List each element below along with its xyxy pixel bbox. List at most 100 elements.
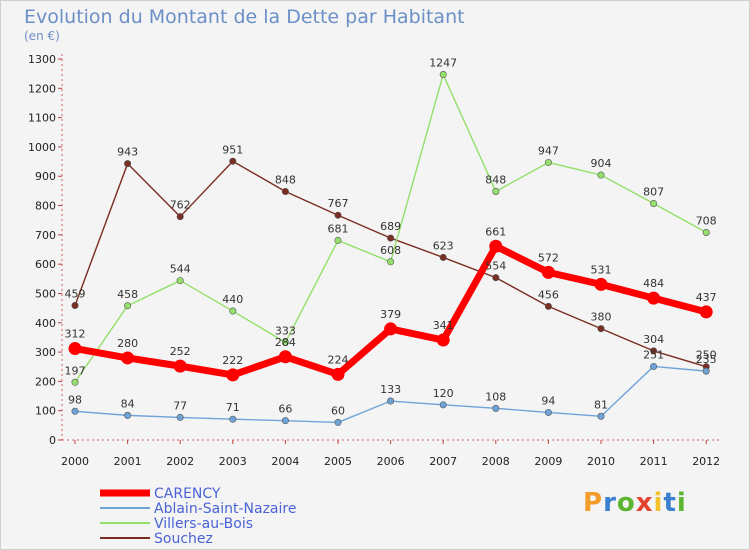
- data-label-villers-au-bois: 1247: [429, 57, 457, 70]
- data-label-souchez: 848: [275, 173, 296, 186]
- x-tick-label: 2010: [587, 455, 615, 468]
- x-tick-label: 2011: [640, 455, 668, 468]
- legend: CARENCYAblain-Saint-NazaireVillers-au-Bo…: [100, 486, 296, 547]
- x-tick-label: 2008: [482, 455, 510, 468]
- data-label-souchez: 250: [696, 349, 717, 362]
- data-label-ablain-saint-nazaire: 235: [696, 353, 717, 366]
- data-label-carency: 379: [380, 308, 401, 321]
- data-point-carency: [121, 351, 135, 365]
- data-point-carency: [173, 359, 187, 373]
- y-tick-label: 700: [35, 229, 56, 242]
- data-point-carency: [226, 368, 240, 382]
- proxiti-logo: Proxiti: [583, 488, 687, 518]
- data-point-villers-au-bois: [334, 236, 342, 244]
- data-point-souchez: [124, 160, 132, 168]
- data-label-ablain-saint-nazaire: 108: [485, 390, 506, 403]
- data-label-villers-au-bois: 544: [170, 263, 191, 276]
- legend-label-ablain-saint-nazaire: Ablain-Saint-Nazaire: [154, 501, 296, 517]
- data-point-ablain-saint-nazaire: [71, 407, 79, 415]
- logo-letter: t: [663, 488, 677, 518]
- data-label-carency: 222: [222, 354, 243, 367]
- data-point-ablain-saint-nazaire: [387, 397, 395, 405]
- data-label-carency: 280: [117, 337, 138, 350]
- logo-letter: i: [653, 488, 664, 518]
- data-point-carency: [647, 291, 661, 305]
- data-label-ablain-saint-nazaire: 60: [331, 404, 345, 417]
- data-point-souchez: [492, 274, 500, 282]
- x-tick-label: 2012: [692, 455, 720, 468]
- data-point-carency: [278, 350, 292, 364]
- data-point-ablain-saint-nazaire: [597, 412, 605, 420]
- data-point-ablain-saint-nazaire: [229, 415, 237, 423]
- data-point-ablain-saint-nazaire: [124, 411, 132, 419]
- data-label-ablain-saint-nazaire: 133: [380, 383, 401, 396]
- axes: 0 100 200 300 400 500 600 700 800 900 1000 1100 1200…: [28, 53, 720, 468]
- data-label-villers-au-bois: 440: [222, 293, 243, 306]
- data-label-souchez: 767: [328, 197, 349, 210]
- y-tick-label: 600: [35, 258, 56, 271]
- data-label-carency: 312: [65, 328, 86, 341]
- data-label-carency: 437: [696, 291, 717, 304]
- data-label-souchez: 459: [65, 287, 86, 300]
- data-point-ablain-saint-nazaire: [334, 418, 342, 426]
- data-label-villers-au-bois: 807: [643, 185, 664, 198]
- data-label-carency: 484: [643, 277, 664, 290]
- data-point-villers-au-bois: [702, 229, 710, 237]
- data-label-carency: 572: [538, 251, 559, 264]
- data-label-carency: 341: [433, 319, 454, 332]
- data-label-carency: 531: [591, 263, 612, 276]
- data-label-villers-au-bois: 848: [485, 173, 506, 186]
- data-point-villers-au-bois: [176, 277, 184, 285]
- data-point-villers-au-bois: [439, 71, 447, 79]
- data-label-souchez: 554: [485, 260, 506, 273]
- y-tick-label: 400: [35, 317, 56, 330]
- data-label-ablain-saint-nazaire: 71: [226, 401, 240, 414]
- data-label-souchez: 380: [591, 311, 612, 324]
- y-tick-label: 1300: [28, 53, 56, 66]
- data-point-souchez: [71, 301, 79, 309]
- data-label-villers-au-bois: 458: [117, 288, 138, 301]
- data-point-souchez: [334, 211, 342, 219]
- data-point-souchez: [597, 325, 605, 333]
- data-label-souchez: 689: [380, 220, 401, 233]
- x-tick-label: 2006: [377, 455, 405, 468]
- logo-letter: r: [603, 488, 617, 518]
- data-point-villers-au-bois: [229, 307, 237, 315]
- y-tick-label: 200: [35, 375, 56, 388]
- data-point-villers-au-bois: [492, 187, 500, 195]
- x-tick-label: 2005: [324, 455, 352, 468]
- x-tick-label: 2009: [534, 455, 562, 468]
- x-tick-label: 2000: [61, 455, 89, 468]
- data-label-villers-au-bois: 904: [591, 157, 612, 170]
- data-point-ablain-saint-nazaire: [544, 408, 552, 416]
- data-point-carency: [68, 342, 82, 356]
- data-label-souchez: 762: [170, 199, 191, 212]
- data-point-carency: [594, 277, 608, 291]
- data-point-ablain-saint-nazaire: [439, 401, 447, 409]
- legend-label-villers-au-bois: Villers-au-Bois: [154, 516, 253, 532]
- x-tick-label: 2003: [219, 455, 247, 468]
- data-point-carency: [384, 322, 398, 336]
- data-label-villers-au-bois: 608: [380, 244, 401, 257]
- data-label-ablain-saint-nazaire: 77: [173, 399, 187, 412]
- data-point-carency: [541, 265, 555, 279]
- data-point-ablain-saint-nazaire: [650, 362, 658, 370]
- legend-label-souchez: Souchez: [154, 531, 213, 547]
- data-label-carency: 661: [485, 225, 506, 238]
- data-label-souchez: 304: [643, 333, 664, 346]
- data-label-souchez: 943: [117, 146, 138, 159]
- data-label-ablain-saint-nazaire: 84: [121, 397, 135, 410]
- data-point-souchez: [176, 213, 184, 221]
- data-point-carency: [331, 367, 345, 381]
- y-tick-label: 1100: [28, 112, 56, 125]
- data-point-villers-au-bois: [597, 171, 605, 179]
- logo-letter: x: [635, 488, 654, 518]
- data-label-carency: 252: [170, 345, 191, 358]
- data-point-villers-au-bois: [71, 378, 79, 386]
- y-tick-label: 300: [35, 346, 56, 359]
- data-point-souchez: [439, 253, 447, 261]
- y-tick-label: 900: [35, 170, 56, 183]
- data-point-souchez: [229, 157, 237, 165]
- data-point-ablain-saint-nazaire: [702, 367, 710, 375]
